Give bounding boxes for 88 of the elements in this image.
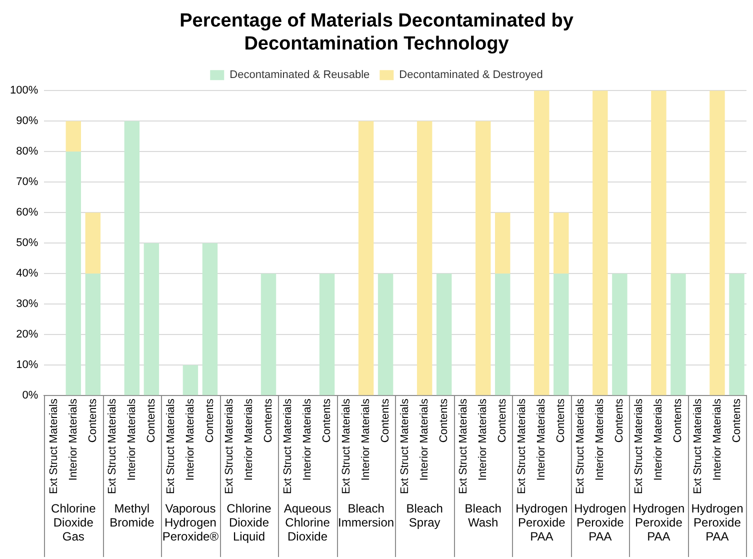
- x-tick-label: Interior Materials: [536, 398, 548, 481]
- y-tick-label: 20%: [16, 328, 38, 341]
- bar: [66, 152, 82, 396]
- x-tick-label: Contents: [730, 398, 743, 443]
- x-tick-label: Interior Materials: [302, 398, 314, 481]
- bar: [358, 121, 374, 396]
- bar: [202, 243, 218, 396]
- x-tick-label: Ext Struct Materials: [458, 398, 470, 494]
- x-tick-label: Contents: [672, 398, 684, 443]
- x-tick-label: Interior Materials: [711, 398, 724, 481]
- y-tick-label: 70%: [16, 176, 38, 188]
- bar: [85, 274, 101, 396]
- bar: [592, 90, 608, 396]
- x-tick-label: Ext Struct Materials: [282, 398, 294, 494]
- text: Vaporous Hydrogen Peroxide®: [162, 501, 219, 544]
- bar: [651, 90, 666, 396]
- bar: [378, 274, 394, 396]
- x-tick-label: Ext Struct Materials: [399, 398, 412, 494]
- y-tick-label: 40%: [16, 268, 38, 280]
- x-tick-label: Ext Struct Materials: [633, 398, 646, 494]
- x-tick-label: Contents: [555, 398, 568, 443]
- bar: [729, 274, 744, 396]
- x-tick-label: Contents: [380, 398, 392, 443]
- y-tick-label: 30%: [16, 298, 38, 310]
- legend-label: Decontaminated & Reusable: [230, 69, 370, 82]
- x-tick-label: Interior Materials: [243, 398, 256, 481]
- x-tick-label: Contents: [438, 398, 450, 443]
- bar: [416, 121, 432, 396]
- y-tick-label: 90%: [16, 115, 38, 128]
- y-tick-label: 50%: [16, 237, 38, 250]
- bar: [710, 90, 725, 396]
- chart-title: Percentage of Materials Decontaminated by Decontamination Technology: [180, 10, 574, 54]
- y-tick-label: 100%: [10, 84, 38, 97]
- bar: [612, 274, 628, 396]
- text: Aqueous Chlorine Dioxide: [284, 501, 332, 544]
- bar: [476, 121, 491, 396]
- x-tick-label: Contents: [86, 398, 99, 443]
- bar: [495, 212, 510, 274]
- x-tick-label: Contents: [614, 398, 626, 443]
- text: Bleach Immersion: [338, 501, 394, 530]
- x-tick-label: Interior Materials: [126, 398, 138, 481]
- x-tick-label: Ext Struct Materials: [224, 398, 236, 494]
- x-tick-label: Ext Struct Materials: [516, 398, 528, 494]
- x-tick-label: Contents: [145, 398, 158, 443]
- text: Chlorine Dioxide Gas: [51, 501, 96, 544]
- x-tick-label: Ext Struct Materials: [48, 398, 60, 494]
- bar: [554, 212, 569, 274]
- x-tick-label: Interior Materials: [67, 398, 80, 481]
- bar: [66, 121, 82, 152]
- x-tick-label: Ext Struct Materials: [340, 398, 353, 494]
- x-tick-label: Interior Materials: [477, 398, 490, 481]
- text: Hydrogen Peroxide PAA: [691, 501, 744, 544]
- bar: [534, 90, 550, 396]
- x-tick-label: Contents: [262, 398, 275, 443]
- bar: [319, 274, 335, 396]
- legend-label: Decontaminated & Destroyed: [399, 69, 543, 82]
- x-tick-label: Ext Struct Materials: [164, 398, 177, 494]
- x-tick-label: Contents: [321, 398, 334, 443]
- text: Hydrogen Peroxide PAA: [516, 501, 568, 544]
- x-tick-label: Contents: [496, 398, 509, 443]
- y-tick-label: 80%: [16, 146, 38, 158]
- x-tick-label: Interior Materials: [418, 398, 431, 481]
- text: Hydrogen Peroxide PAA: [574, 501, 626, 544]
- bar: [670, 274, 686, 396]
- bar: [554, 274, 569, 396]
- x-tick-label: Ext Struct Materials: [574, 398, 587, 494]
- x-tick-label: Ext Struct Materials: [692, 398, 704, 494]
- bar: [260, 274, 276, 396]
- bar: [85, 212, 101, 274]
- x-tick-label: Interior Materials: [360, 398, 372, 481]
- text: Hydrogen Peroxide PAA: [632, 501, 685, 544]
- y-tick-label: 60%: [16, 206, 38, 219]
- x-tick-label: Interior Materials: [652, 398, 665, 481]
- bar: [124, 121, 140, 396]
- x-tick-label: Interior Materials: [184, 398, 196, 481]
- x-tick-label: Interior Materials: [594, 398, 606, 481]
- text: Chlorine Dioxide Liquid: [226, 501, 272, 544]
- x-tick-label: Contents: [204, 398, 216, 443]
- y-tick-label: 0%: [22, 390, 38, 402]
- text: Bleach Wash: [464, 501, 502, 530]
- y-tick-label: 10%: [16, 359, 38, 372]
- bar: [144, 243, 160, 396]
- bar: [495, 274, 510, 396]
- bar: [182, 365, 198, 396]
- text: Methyl Bromide: [110, 501, 155, 530]
- bar: [436, 274, 452, 396]
- x-tick-label: Ext Struct Materials: [106, 398, 118, 494]
- text: Bleach Spray: [406, 501, 443, 530]
